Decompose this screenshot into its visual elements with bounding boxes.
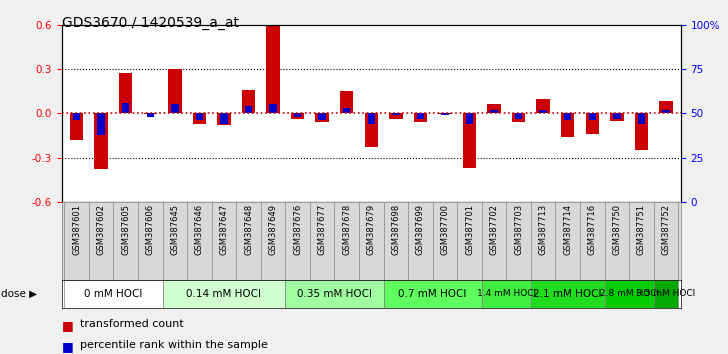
Bar [384, 280, 482, 308]
Bar [315, 113, 329, 122]
Bar [392, 113, 400, 115]
Text: GDS3670 / 1420539_a_at: GDS3670 / 1420539_a_at [62, 16, 239, 30]
Text: GSM387676: GSM387676 [293, 204, 302, 255]
Bar [217, 113, 231, 125]
Bar [162, 280, 285, 308]
Text: transformed count: transformed count [80, 319, 184, 329]
Text: 2.1 mM HOCl: 2.1 mM HOCl [534, 289, 602, 299]
Text: 0.14 mM HOCl: 0.14 mM HOCl [186, 289, 261, 299]
Text: GSM387716: GSM387716 [587, 204, 597, 255]
Bar [491, 110, 498, 113]
Bar [515, 113, 522, 119]
Bar [463, 113, 476, 168]
Bar [539, 110, 547, 113]
Bar [95, 113, 108, 169]
Bar [294, 113, 301, 117]
Bar [285, 280, 384, 308]
Bar [416, 113, 424, 119]
Text: GSM387648: GSM387648 [244, 204, 253, 255]
Text: GSM387646: GSM387646 [195, 204, 204, 255]
Bar [561, 113, 574, 137]
Bar [531, 280, 604, 308]
Bar [659, 102, 673, 113]
Bar [613, 113, 620, 119]
Text: GSM387605: GSM387605 [122, 204, 130, 255]
Text: 0.35 mM HOCl: 0.35 mM HOCl [297, 289, 372, 299]
Bar [146, 113, 154, 117]
Bar [269, 104, 277, 113]
Bar [635, 113, 648, 150]
Text: ■: ■ [62, 340, 74, 353]
Bar [73, 113, 80, 120]
Text: 1.4 mM HOCl: 1.4 mM HOCl [477, 289, 536, 298]
Bar [168, 69, 181, 113]
Bar [662, 110, 670, 113]
Bar [143, 113, 157, 114]
Text: GSM387698: GSM387698 [392, 204, 400, 255]
Text: GSM387703: GSM387703 [514, 204, 523, 255]
Text: GSM387752: GSM387752 [662, 204, 670, 255]
Text: GSM387700: GSM387700 [440, 204, 449, 255]
Bar [119, 74, 132, 113]
Bar [196, 113, 203, 120]
Text: GSM387679: GSM387679 [367, 204, 376, 255]
Bar [64, 280, 162, 308]
Bar [589, 113, 596, 120]
Bar [365, 113, 378, 147]
Text: GSM387677: GSM387677 [317, 204, 327, 255]
Bar [122, 103, 130, 113]
Text: 3.5 mM HOCl: 3.5 mM HOCl [636, 289, 695, 298]
Bar [441, 113, 448, 115]
Bar [318, 113, 326, 120]
Text: GSM387702: GSM387702 [489, 204, 499, 255]
Bar [343, 108, 350, 113]
Text: GSM387649: GSM387649 [269, 204, 277, 255]
Text: 0.7 mM HOCl: 0.7 mM HOCl [398, 289, 467, 299]
Text: GSM387751: GSM387751 [637, 204, 646, 255]
Text: GSM387647: GSM387647 [219, 204, 229, 255]
Text: GSM387714: GSM387714 [563, 204, 572, 255]
Text: 2.8 mM HOCl: 2.8 mM HOCl [600, 289, 659, 298]
Text: GSM387701: GSM387701 [465, 204, 474, 255]
Bar [70, 113, 84, 140]
Bar [487, 104, 501, 113]
Bar [466, 113, 473, 124]
Bar [389, 113, 403, 119]
Bar [604, 280, 654, 308]
Bar [610, 113, 624, 121]
Text: ■: ■ [62, 319, 74, 332]
Bar [654, 280, 678, 308]
Text: GSM387678: GSM387678 [342, 204, 351, 255]
Bar [245, 106, 252, 113]
Bar [98, 113, 105, 135]
Bar [585, 113, 599, 134]
Bar [438, 113, 451, 114]
Text: GSM387699: GSM387699 [416, 204, 425, 255]
Text: GSM387606: GSM387606 [146, 204, 155, 255]
Bar [242, 90, 256, 113]
Text: GSM387645: GSM387645 [170, 204, 179, 255]
Bar [368, 113, 375, 124]
Text: dose ▶: dose ▶ [1, 289, 37, 299]
Bar [193, 113, 206, 124]
Bar [266, 25, 280, 113]
Text: GSM387601: GSM387601 [72, 204, 81, 255]
Bar [340, 91, 354, 113]
Bar [414, 113, 427, 122]
Bar [221, 113, 228, 124]
Text: 0 mM HOCl: 0 mM HOCl [84, 289, 143, 299]
Text: percentile rank within the sample: percentile rank within the sample [80, 340, 268, 350]
Text: GSM387713: GSM387713 [539, 204, 547, 255]
Bar [291, 113, 304, 119]
Bar [482, 280, 531, 308]
Bar [638, 113, 645, 124]
Bar [537, 98, 550, 113]
Text: GSM387750: GSM387750 [612, 204, 621, 255]
Text: GSM387602: GSM387602 [97, 204, 106, 255]
Bar [512, 113, 526, 122]
Bar [564, 113, 571, 120]
Bar [171, 104, 178, 113]
